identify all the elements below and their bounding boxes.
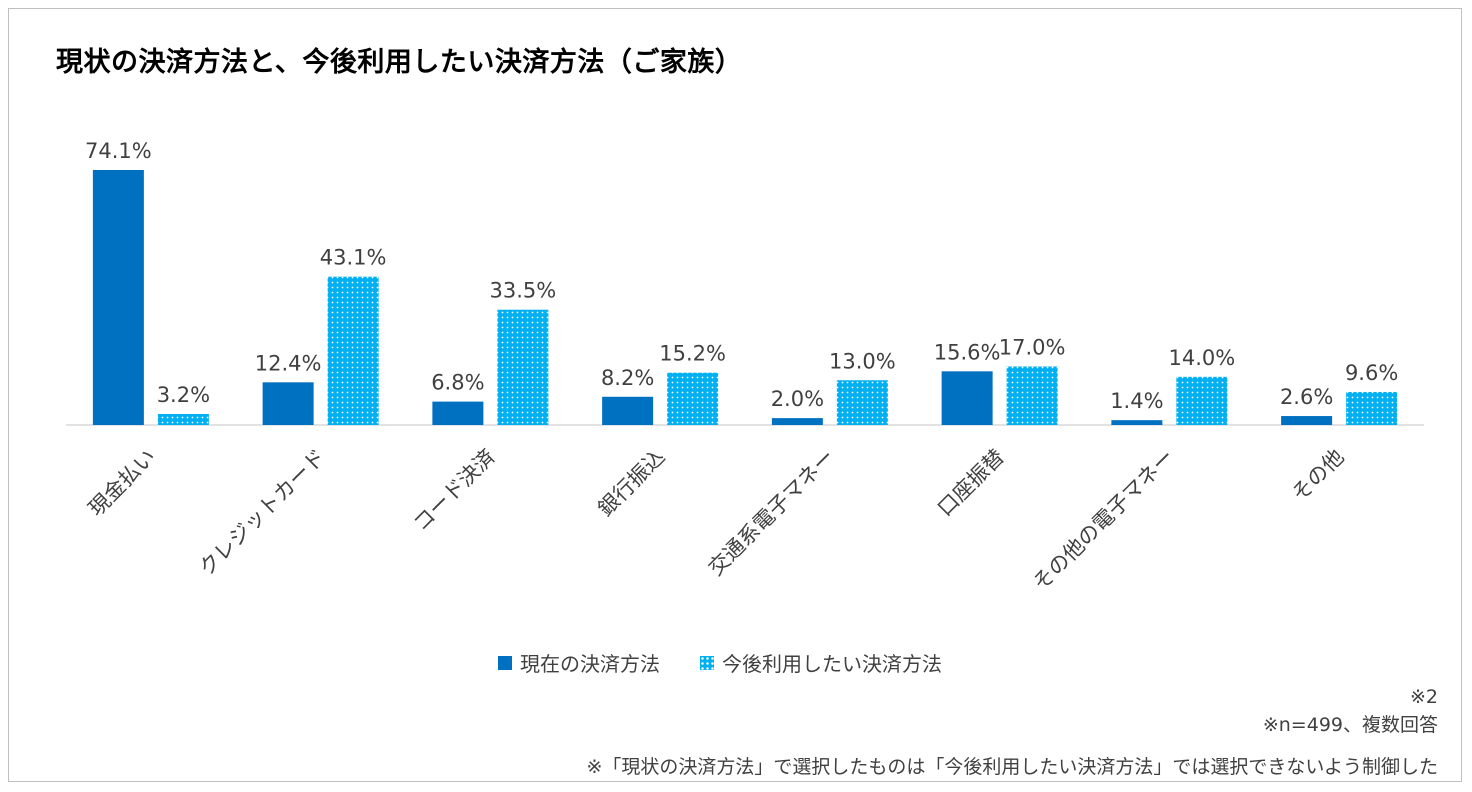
bar-current-0 xyxy=(92,170,144,425)
data-label-future-4: 13.0% xyxy=(829,349,896,373)
legend-label-future: 今後利用したい決済方法 xyxy=(722,652,942,676)
data-label-current-7: 2.6% xyxy=(1280,385,1333,409)
bar-current-2 xyxy=(432,401,484,425)
data-label-current-1: 12.4% xyxy=(255,351,322,375)
legend-item-future: 今後利用したい決済方法 xyxy=(700,648,942,677)
data-label-future-1: 43.1% xyxy=(320,246,387,270)
chart-title: 現状の決済方法と、今後利用したい決済方法（ご家族） xyxy=(56,47,743,78)
bar-current-5 xyxy=(941,371,993,425)
bar-future-5 xyxy=(1006,366,1058,425)
bar-future-4 xyxy=(836,380,888,425)
data-label-current-6: 1.4% xyxy=(1110,389,1163,413)
data-label-future-3: 15.2% xyxy=(659,342,726,366)
bar-current-1 xyxy=(262,382,314,425)
data-label-future-2: 33.5% xyxy=(490,279,557,303)
bar-future-6 xyxy=(1176,376,1228,425)
data-label-current-0: 74.1% xyxy=(85,139,152,163)
bar-future-2 xyxy=(497,309,549,425)
category-label-2: コード決済 xyxy=(409,445,500,536)
category-label-1: クレジットカード xyxy=(194,445,330,581)
legend-label-current: 現在の決済方法 xyxy=(520,652,660,676)
legend-swatch-current xyxy=(498,655,512,670)
bar-current-6 xyxy=(1111,420,1163,425)
note-sample: ※n=499、複数回答 xyxy=(1262,714,1438,736)
bar-current-3 xyxy=(602,396,654,425)
data-label-future-5: 17.0% xyxy=(999,335,1066,359)
data-label-future-7: 9.6% xyxy=(1345,361,1398,385)
bar-current-7 xyxy=(1281,416,1333,425)
bar-future-0 xyxy=(157,413,209,425)
note-mark: ※2 xyxy=(1409,686,1438,708)
legend-item-current: 現在の決済方法 xyxy=(498,648,660,677)
data-label-current-2: 6.8% xyxy=(431,371,484,395)
note-footnote: ※「現状の決済方法」で選択したものは「今後利用したい決済方法」では選択できないよ… xyxy=(586,756,1438,778)
category-label-4: 交通系電子マネー xyxy=(704,445,840,581)
data-label-future-0: 3.2% xyxy=(157,383,210,407)
bar-future-1 xyxy=(327,276,379,425)
data-label-current-4: 2.0% xyxy=(771,387,824,411)
data-label-future-6: 14.0% xyxy=(1169,346,1236,370)
category-label-3: 銀行振込 xyxy=(593,445,669,521)
legend: 現在の決済方法 今後利用したい決済方法 xyxy=(498,648,982,677)
bar-future-3 xyxy=(667,372,719,425)
category-label-5: 口座振替 xyxy=(933,445,1009,521)
category-label-6: その他の電子マネー xyxy=(1028,445,1179,596)
data-label-current-3: 8.2% xyxy=(601,366,654,390)
bar-current-4 xyxy=(771,418,823,425)
data-label-current-5: 15.6% xyxy=(934,340,1001,364)
category-label-0: 現金払い xyxy=(84,445,160,521)
bar-future-7 xyxy=(1346,391,1398,425)
category-label-7: その他 xyxy=(1287,445,1349,507)
legend-swatch-future xyxy=(700,655,714,670)
